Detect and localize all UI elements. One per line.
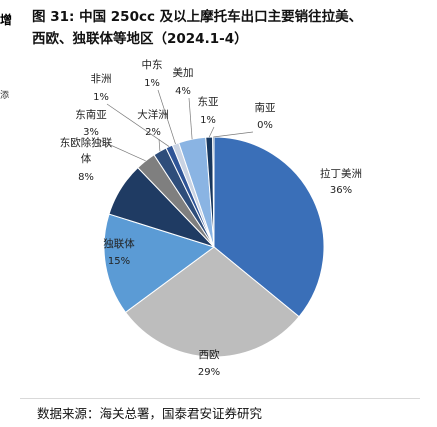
left-edge-fragment: 增 — [0, 13, 12, 27]
leader-line-8 — [188, 97, 193, 140]
slice-label-1: 西欧 — [199, 349, 220, 361]
leader-line-4 — [96, 138, 146, 162]
slice-label-10: 南亚 — [255, 101, 276, 114]
slice-label-3: 东欧除独联 — [60, 136, 113, 149]
slice-label-7: 中东 — [142, 58, 163, 71]
slice-pct-3: 8% — [78, 172, 94, 183]
slice-pct-2: 15% — [108, 256, 130, 267]
figure-title-line2: 西欧、独联体等地区（2024.1-4） — [32, 31, 248, 47]
pie-slice-0 — [213, 136, 325, 318]
slice-label-9: 东亚 — [198, 95, 219, 108]
divider-rule — [20, 398, 420, 399]
slice-pct-4: 3% — [83, 127, 99, 138]
slice-pct-8: 4% — [175, 86, 191, 97]
slice-label-6: 非洲 — [91, 73, 112, 85]
figure-title-line1: 图 31: 中国 250cc 及以上摩托车出口主要销往拉美、 — [32, 9, 363, 25]
slice-label-2: 独联体 — [103, 237, 135, 250]
leader-line-6 — [106, 103, 170, 147]
left-edge-text: 增 — [0, 13, 13, 27]
slice-label-8: 美加 — [173, 66, 194, 79]
slice-pct-5: 2% — [145, 127, 161, 138]
pie-slices — [103, 136, 325, 358]
slice-label-3-cont: 体 — [81, 153, 92, 165]
slice-pct-10: 0% — [257, 120, 273, 131]
leader-line-5 — [158, 138, 161, 152]
leader-line-7 — [157, 89, 176, 145]
data-source-note: 数据来源：海关总署，国泰君安证券研究 — [37, 406, 263, 421]
slice-pct-0: 36% — [330, 185, 352, 196]
leader-lines — [96, 89, 254, 162]
left-edge-fragment-mid: 添 — [0, 91, 10, 101]
slice-pct-6: 1% — [93, 92, 109, 103]
leader-line-10 — [213, 131, 254, 138]
slice-label-5: 大洋洲 — [137, 108, 169, 121]
slice-pct-9: 1% — [200, 115, 216, 126]
slice-pct-7: 1% — [144, 78, 160, 89]
figure-title: 图 31: 中国 250cc 及以上摩托车出口主要销往拉美、 西欧、独联体等地区… — [32, 6, 434, 50]
leader-line-9 — [208, 126, 215, 138]
slice-pct-1: 29% — [198, 367, 220, 378]
slice-label-4: 东南亚 — [75, 108, 107, 121]
slice-label-0: 拉丁美洲 — [320, 167, 362, 180]
pie-slice-1 — [124, 246, 300, 358]
